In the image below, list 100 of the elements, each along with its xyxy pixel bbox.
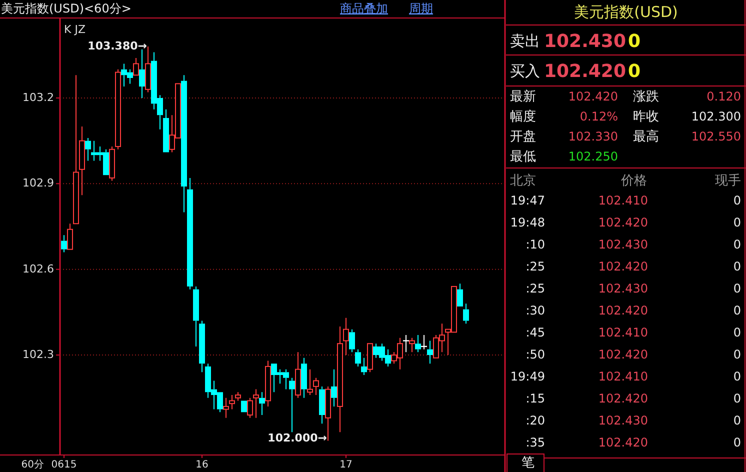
candlestick xyxy=(115,68,121,150)
text: 北京 xyxy=(510,174,536,189)
candlestick xyxy=(337,326,343,433)
candlestick xyxy=(223,397,229,418)
text: 最高 xyxy=(633,128,659,145)
text: 0 xyxy=(733,413,741,428)
text: 0 xyxy=(628,30,641,52)
candlestick xyxy=(409,337,415,353)
text: 0 xyxy=(733,303,741,318)
text: :50 xyxy=(526,347,545,362)
text: 19:49 xyxy=(510,369,545,384)
annotation: 103.380→ xyxy=(88,40,147,53)
text: 0 xyxy=(733,237,741,252)
text: 19:48 xyxy=(510,215,545,230)
candlestick xyxy=(181,74,187,213)
text: 商品叠加 xyxy=(340,1,388,16)
text: 102.250 xyxy=(568,149,618,164)
text: 102.420 xyxy=(544,60,626,82)
text: 0.12% xyxy=(580,109,618,124)
annotation: 102.000→ xyxy=(268,432,327,445)
text: 102.550 xyxy=(691,129,741,144)
text: 开盘 xyxy=(510,130,536,145)
text: 卖出 xyxy=(510,32,540,50)
x-tick-label: 16 xyxy=(196,460,208,471)
text: :25 xyxy=(526,259,545,274)
candlestick xyxy=(79,126,85,196)
text: 0.120 xyxy=(706,89,741,104)
candlestick xyxy=(61,234,67,253)
candlestick xyxy=(109,146,115,182)
text: 102.410 xyxy=(598,193,648,208)
chart-title: 美元指数(USD)<60分> xyxy=(1,1,132,16)
text: :35 xyxy=(526,435,545,450)
text: 60分 xyxy=(21,458,44,471)
text: :45 xyxy=(526,325,545,340)
candlestick xyxy=(259,392,265,416)
candlestick xyxy=(319,386,325,424)
text: :15 xyxy=(526,391,545,406)
text: 102.430 xyxy=(598,413,648,428)
y-tick-label: 102.6 xyxy=(22,262,54,276)
annotation: K JZ xyxy=(64,23,86,36)
text: 0 xyxy=(733,281,741,296)
text: 0 xyxy=(733,193,741,208)
text: 价格 xyxy=(620,174,647,189)
candlestick xyxy=(415,334,421,353)
candlestick xyxy=(361,357,367,376)
text: 102.410 xyxy=(598,369,648,384)
text: 19:47 xyxy=(510,193,545,208)
candlestick xyxy=(295,352,301,398)
text: 102.430 xyxy=(544,30,626,52)
text: 昨收 xyxy=(633,110,659,125)
candlestick xyxy=(307,368,313,396)
text: 0 xyxy=(628,60,641,82)
text: :10 xyxy=(526,237,545,252)
text: 102.430 xyxy=(598,281,648,296)
y-tick-label: 102.3 xyxy=(22,348,54,362)
text: 0 xyxy=(733,347,741,362)
text: 102.420 xyxy=(598,259,648,274)
candlestick xyxy=(85,137,91,162)
text: 幅度 xyxy=(510,108,536,125)
text: 102.420 xyxy=(568,89,618,104)
text: :20 xyxy=(526,413,545,428)
candlestick xyxy=(331,368,337,407)
text: 102.300 xyxy=(691,109,741,124)
candlestick xyxy=(193,286,199,347)
x-tick-label: 0615 xyxy=(51,460,77,471)
text: 102.420 xyxy=(598,391,648,406)
candlestick xyxy=(355,348,361,367)
candlestick xyxy=(427,340,433,364)
candlestick xyxy=(145,46,151,93)
text: 102.420 xyxy=(598,215,648,230)
candlestick xyxy=(343,317,349,356)
candlestick xyxy=(349,328,355,353)
text: 102.410 xyxy=(598,325,648,340)
text: 笔 xyxy=(522,456,534,471)
y-tick-label: 102.9 xyxy=(22,176,54,190)
candlestick xyxy=(265,360,271,407)
text: 0 xyxy=(733,325,741,340)
text: 102.420 xyxy=(598,347,648,362)
text: 102.420 xyxy=(598,435,648,450)
text: 周期 xyxy=(409,1,433,16)
text: 现手 xyxy=(715,174,741,189)
text: 102.430 xyxy=(598,237,648,252)
text: 最低 xyxy=(510,150,536,165)
text: 最新 xyxy=(510,90,536,105)
text: 买入 xyxy=(510,62,540,80)
candlestick xyxy=(463,303,469,324)
text: 美元指数(USD) xyxy=(574,3,678,22)
candlestick xyxy=(289,377,295,433)
candlestick xyxy=(139,48,145,98)
text: 102.420 xyxy=(598,303,648,318)
x-tick-label: 17 xyxy=(340,460,352,471)
y-tick-label: 103.2 xyxy=(22,90,54,104)
candlestick xyxy=(187,177,193,290)
text: 0 xyxy=(733,259,741,274)
candlestick xyxy=(199,320,205,373)
text: :30 xyxy=(526,303,545,318)
text: 0 xyxy=(733,435,741,450)
text: 0 xyxy=(733,369,741,384)
candlestick xyxy=(325,386,331,442)
text: 0 xyxy=(733,215,741,230)
